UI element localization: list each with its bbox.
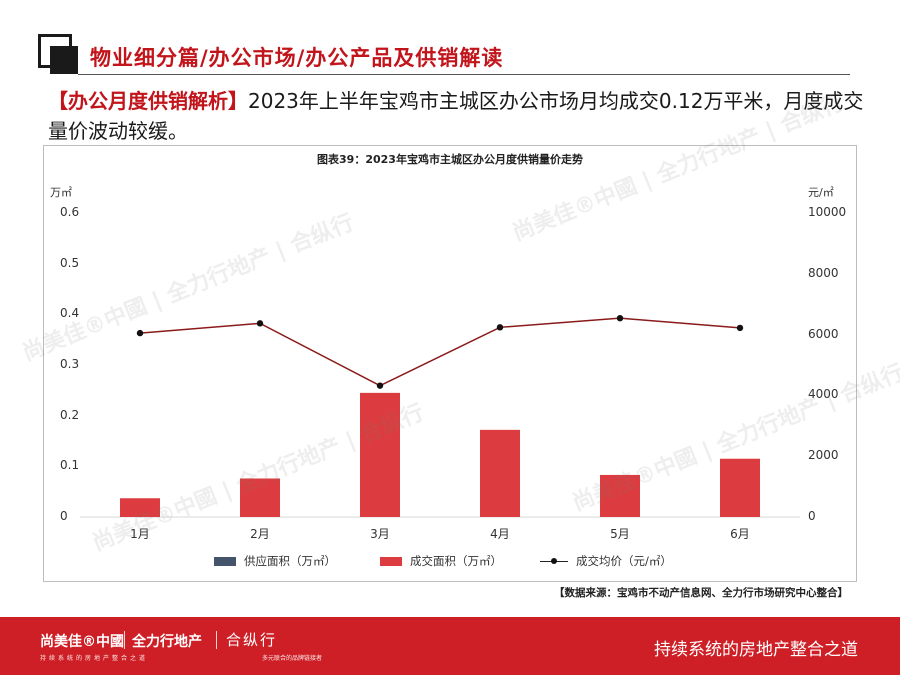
point-avg-price [136, 329, 144, 337]
brand-shangmeijia-tagline: 持续系统的房地产整合之道 [40, 655, 149, 662]
left-axis-unit: 万㎡ [50, 186, 72, 199]
intro-tag: 【办公月度供销解析】 [48, 89, 248, 113]
point-avg-price [736, 324, 744, 332]
left-axis-tick-label: 0.5 [60, 255, 80, 270]
bar-deal-area [240, 478, 280, 517]
brand-hezongxing-tagline: 多元联合的品牌链接者 [262, 655, 323, 662]
point-avg-price [256, 320, 264, 327]
legend-swatch-deal-area [380, 556, 402, 566]
legend-label-deal-area: 成交面积（万㎡） [410, 554, 502, 568]
right-axis-tick-label: 8000 [808, 265, 839, 280]
legend-label-avg-price: 成交均价（元/㎡） [576, 554, 672, 568]
x-axis-tick-label: 6月 [730, 527, 750, 541]
point-avg-price [376, 382, 384, 389]
x-axis-tick-label: 4月 [490, 527, 510, 541]
right-axis-tick-label: 0 [808, 509, 816, 523]
point-avg-price [496, 324, 504, 331]
section-icon [38, 34, 78, 74]
x-axis-tick-label: 1月 [130, 527, 150, 541]
brand-divider [216, 631, 217, 649]
data-source: 【数据来源：宝鸡市不动产信息网、全力行市场研究中心整合】 [554, 587, 848, 599]
right-axis-tick-label: 10000 [808, 205, 847, 219]
bar-deal-area [360, 392, 400, 517]
bar-deal-area [600, 474, 640, 517]
intro-paragraph: 【办公月度供销解析】2023年上半年宝鸡市主城区办公市场月均成交0.12万平米，… [48, 86, 868, 146]
legend-label-supply: 供应面积（万㎡） [244, 554, 336, 568]
intro-text: 2023年上半年宝鸡市主城区办公市场月均成交0.12万平米，月度成交量价波动较缓… [48, 89, 864, 143]
x-axis-tick-label: 3月 [370, 527, 390, 541]
legend-item-supply: 供应面积（万㎡） [214, 553, 336, 569]
brand-quanlixing: 全力行地产 [132, 634, 202, 650]
header-divider [78, 74, 850, 75]
brand-shangmeijia: 尚美佳®中國 [40, 634, 124, 650]
left-axis-tick-label: 0.3 [60, 357, 80, 371]
point-avg-price [616, 314, 624, 322]
right-axis-unit: 元/㎡ [808, 186, 834, 199]
legend-swatch-avg-price [540, 557, 568, 566]
bar-deal-area [480, 429, 520, 517]
left-axis-tick-label: 0.1 [60, 458, 80, 473]
footer-bar: 尚美佳®中國 持续系统的房地产整合之道 全力行地产 合纵行 多元联合的品牌链接者… [0, 617, 900, 675]
brand-hezongxing: 合纵行 [226, 631, 278, 649]
footer-slogan: 持续系统的房地产整合之道 [654, 640, 858, 660]
section-title: 物业细分篇/办公市场/办公产品及供销解读 [90, 46, 504, 70]
legend-swatch-supply [214, 556, 236, 566]
right-axis-tick-label: 2000 [808, 448, 839, 463]
chart-title: 图表39：2023年宝鸡市主城区办公月度供销量价走势 [317, 153, 583, 166]
x-axis-tick-label: 5月 [610, 527, 630, 541]
bar-deal-area [720, 458, 760, 517]
x-axis-tick-label: 2月 [250, 527, 270, 541]
legend-item-avg-price: 成交均价（元/㎡） [540, 553, 672, 569]
right-axis-tick-label: 6000 [808, 326, 839, 341]
left-axis-tick-label: 0 [60, 509, 68, 523]
left-axis-tick-label: 0.4 [60, 306, 80, 321]
brand-divider [124, 631, 125, 649]
right-axis-tick-label: 4000 [808, 387, 839, 402]
legend-item-deal-area: 成交面积（万㎡） [380, 553, 502, 569]
left-axis-tick-label: 0.6 [60, 205, 80, 219]
left-axis-tick-label: 0.2 [60, 407, 80, 422]
line-avg-price [139, 317, 741, 387]
bar-deal-area [120, 498, 160, 517]
